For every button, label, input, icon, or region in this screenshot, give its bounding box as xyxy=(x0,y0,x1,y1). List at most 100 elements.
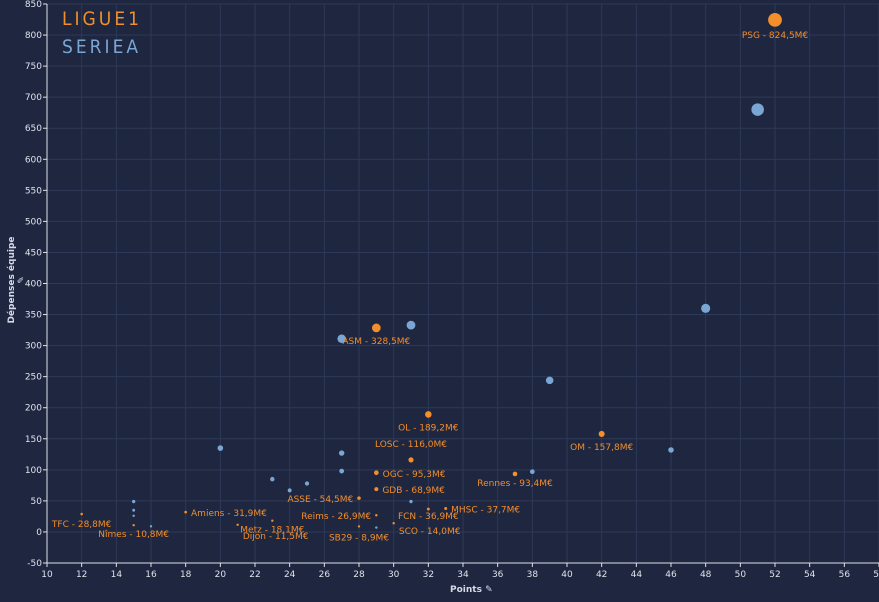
ligue1-point xyxy=(371,323,381,333)
y-tick-label: 300 xyxy=(25,342,42,352)
ligue1-point-label: OL - 189,2M€ xyxy=(398,423,459,433)
ligue1-point xyxy=(768,12,782,27)
seriea-point xyxy=(337,334,346,344)
ligue1-point-label: PSG - 824,5M€ xyxy=(742,31,809,41)
ligue1-point-label: Rennes - 93,4M€ xyxy=(477,479,553,489)
ligue1-point xyxy=(408,457,414,463)
y-tick-label: 50 xyxy=(31,497,43,507)
ligue1-point xyxy=(598,430,605,437)
x-tick-label: 50 xyxy=(735,570,747,580)
x-tick-label: 22 xyxy=(249,570,260,580)
seriea-point xyxy=(529,469,535,475)
y-tick-label: 100 xyxy=(25,466,42,476)
seriea-point xyxy=(217,445,224,451)
seriea-point xyxy=(304,481,310,486)
ligue1-point-label: Reims - 26,9M€ xyxy=(301,512,371,522)
y-tick-label: 750 xyxy=(25,62,42,72)
ligue1-point-label: Metz - 18,1M€ xyxy=(240,526,304,536)
x-tick-label: 28 xyxy=(353,570,365,580)
ligue1-point-label: Nîmes - 10,8M€ xyxy=(98,530,169,540)
seriea-point xyxy=(668,447,674,453)
ligue1-point-label: OM - 157,8M€ xyxy=(570,443,633,453)
seriea-point xyxy=(751,103,764,116)
x-tick-label: 20 xyxy=(215,570,227,580)
ligue1-point xyxy=(357,525,361,528)
ligue1-point-label: SB29 - 8,9M€ xyxy=(329,533,389,543)
y-tick-label: 650 xyxy=(25,124,42,134)
y-tick-label: 0 xyxy=(36,528,42,538)
x-tick-label: 54 xyxy=(804,570,816,580)
x-tick-label: 42 xyxy=(596,570,607,580)
ligue1-point-label: LOSC - 116,0M€ xyxy=(375,440,447,450)
x-tick-label: 18 xyxy=(180,570,192,580)
seriea-point xyxy=(131,499,136,504)
x-tick-label: 56 xyxy=(839,570,851,580)
y-tick-label: 550 xyxy=(25,186,42,196)
pin-icon[interactable]: ✎ xyxy=(485,585,493,595)
pin-icon[interactable]: ✎ xyxy=(17,276,27,284)
ligue1-point xyxy=(426,507,430,511)
ligue1-point xyxy=(392,522,395,525)
x-axis-title-text: Points xyxy=(450,585,482,595)
ligue1-point-label: Amiens - 31,9M€ xyxy=(191,509,267,519)
x-tick-label: 32 xyxy=(423,570,434,580)
ligue1-point-label: TFC - 28,8M€ xyxy=(51,520,112,530)
ligue1-point xyxy=(425,411,432,418)
ligue1-point xyxy=(375,513,378,517)
ligue1-point xyxy=(444,507,448,511)
y-axis-title: Dépenses équipe ✎ xyxy=(7,235,27,325)
ligue1-point-label: FCN - 36,9M€ xyxy=(398,512,459,522)
ligue1-point xyxy=(373,470,379,476)
x-tick-label: 10 xyxy=(41,570,53,580)
seriea-point xyxy=(270,476,275,482)
legend-seriea[interactable]: SERIEA xyxy=(62,36,142,58)
x-tick-label: 40 xyxy=(561,570,573,580)
y-tick-label: 350 xyxy=(25,311,42,321)
x-tick-label: 52 xyxy=(769,570,780,580)
y-tick-label: 450 xyxy=(25,248,42,258)
y-tick-label: 850 xyxy=(25,0,42,10)
ligue1-point-label: SCO - 14,0M€ xyxy=(399,527,461,537)
x-tick-label: 12 xyxy=(76,570,87,580)
x-tick-label: 30 xyxy=(388,570,400,580)
ligue1-point-label: MHSC - 37,7M€ xyxy=(451,506,520,516)
legend-ligue1[interactable]: LIGUE1 xyxy=(62,8,142,30)
x-tick-label: 26 xyxy=(319,570,331,580)
x-tick-label: 58 xyxy=(873,570,879,580)
x-tick-label: 44 xyxy=(631,570,643,580)
y-tick-label: 800 xyxy=(25,31,42,41)
seriea-point xyxy=(339,468,345,474)
x-axis-title: Points ✎ xyxy=(450,585,493,595)
y-tick-label: 700 xyxy=(25,93,42,103)
ligue1-point xyxy=(512,471,518,477)
seriea-point xyxy=(338,450,345,456)
seriea-point xyxy=(375,526,378,529)
y-tick-label: 400 xyxy=(25,280,42,290)
ligue1-point-label: ASSE - 54,5M€ xyxy=(287,495,353,505)
x-tick-label: 46 xyxy=(665,570,677,580)
seriea-point xyxy=(149,525,153,528)
y-tick-label: 200 xyxy=(25,404,42,414)
y-axis-title-text: Dépenses équipe xyxy=(7,236,17,324)
y-tick-label: 250 xyxy=(25,373,42,383)
x-tick-label: 48 xyxy=(700,570,712,580)
seriea-point xyxy=(132,508,136,512)
x-tick-label: 24 xyxy=(284,570,296,580)
seriea-point xyxy=(409,499,413,504)
ligue1-point xyxy=(357,496,361,500)
x-tick-label: 36 xyxy=(492,570,504,580)
seriea-point xyxy=(701,303,711,313)
ligue1-point-label: GDB - 68,9M€ xyxy=(382,486,445,496)
y-tick-label: 600 xyxy=(25,155,42,165)
ligue1-point-label: OGC - 95,3M€ xyxy=(383,470,446,480)
x-tick-label: 16 xyxy=(145,570,157,580)
x-tick-label: 14 xyxy=(111,570,123,580)
ligue1-point xyxy=(184,510,188,514)
ligue1-point-label: Dijon - 11,5M€ xyxy=(243,532,309,542)
ligue1-point xyxy=(132,524,135,527)
ligue1-point xyxy=(236,523,239,527)
x-tick-label: 38 xyxy=(527,570,539,580)
y-tick-label: -50 xyxy=(27,559,42,569)
ligue1-point xyxy=(271,519,274,522)
